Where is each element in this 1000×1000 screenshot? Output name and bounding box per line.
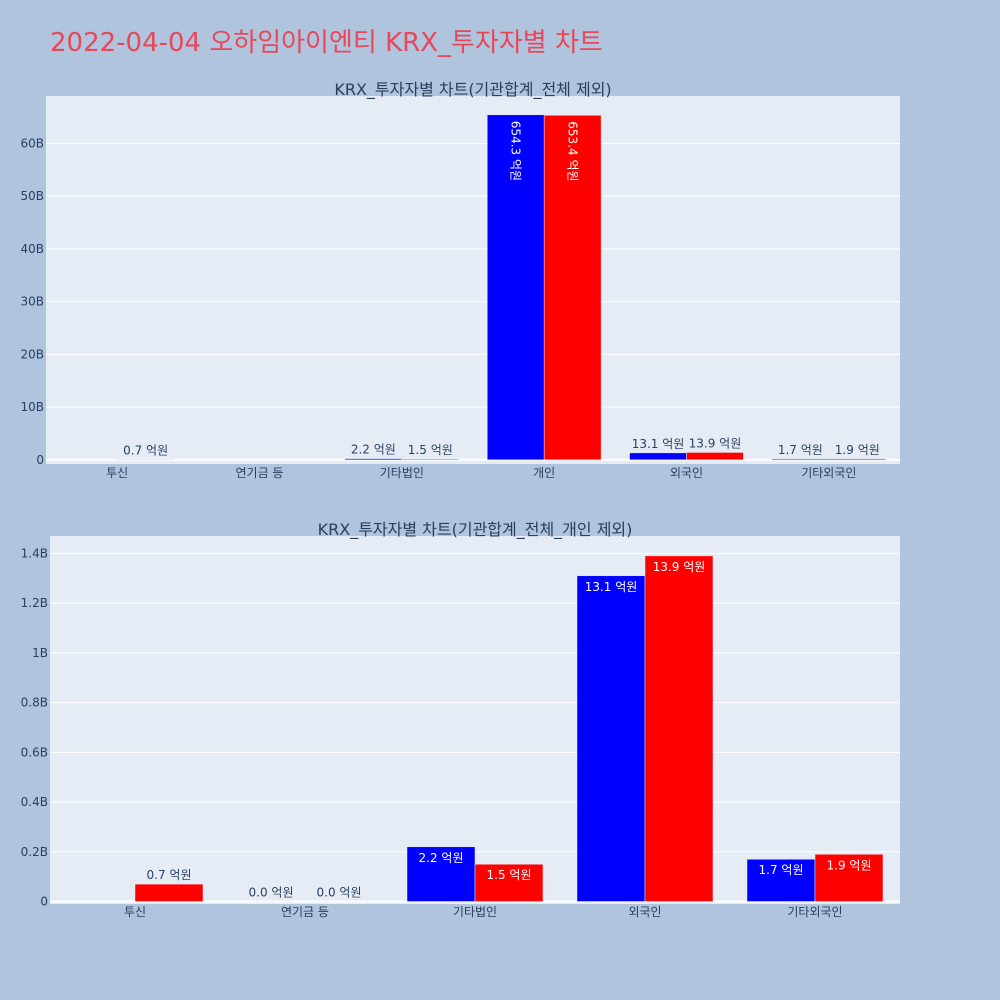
top-y-tick-label: 40B: [20, 242, 44, 256]
bottom-x-tick-label: 연기금 등: [281, 905, 329, 919]
top-data-label: 13.9 억원: [689, 436, 742, 450]
top-bar-blue: [344, 458, 403, 461]
top-data-label: 1.9 억원: [835, 443, 880, 457]
top-bar-red: [828, 458, 887, 461]
top-x-tick-label: 연기금 등: [236, 466, 284, 480]
bottom-data-label: 0.0 억원: [317, 886, 362, 900]
bottom-bar-red: [814, 854, 884, 902]
bottom-y-tick-label: 0.8B: [21, 696, 48, 710]
top-data-label: 1.7 억원: [778, 443, 823, 457]
top-y-tick-label: 30B: [20, 295, 44, 309]
top-y-tick-label: 10B: [20, 400, 44, 414]
bottom-data-label: 2.2 억원: [419, 851, 464, 865]
top-chart-title: KRX_투자자별 차트(기관합계_전체 제외): [334, 80, 611, 100]
bottom-y-tick-label: 0: [40, 895, 48, 909]
bottom-bar-blue: [576, 575, 646, 902]
bottom-x-tick-label: 투신: [124, 905, 146, 919]
top-y-tick-label: 20B: [20, 347, 44, 361]
top-data-label: 13.1 억원: [632, 437, 685, 451]
bottom-y-tick-label: 0.2B: [21, 845, 48, 859]
top-x-tick-label: 기타외국인: [801, 466, 856, 480]
bottom-x-tick-label: 기타법인: [453, 905, 497, 919]
top-data-label: 653.4 억원: [566, 121, 580, 181]
chart-top: KRX_투자자별 차트(기관합계_전체 제외) 0 10B 20B 30B 40B 50B 6…: [20, 80, 900, 480]
bottom-y-tick-label: 1B: [32, 646, 48, 660]
top-x-tick-label: 투신: [106, 466, 128, 480]
bottom-bar-blue: [406, 846, 476, 902]
top-bar-red: [686, 452, 744, 461]
bottom-x-tick-label: 외국인: [628, 905, 661, 919]
bottom-data-label: 1.5 억원: [487, 868, 532, 882]
bottom-data-label: 13.9 억원: [653, 560, 706, 574]
top-x-tick-label: 외국인: [670, 466, 703, 480]
top-bar-blue: [629, 452, 687, 461]
bottom-y-tick-label: 1.4B: [21, 546, 48, 560]
top-bar-red: [401, 458, 460, 461]
bottom-x-tick-label: 기타외국인: [787, 905, 842, 919]
bottom-bar-red: [474, 863, 544, 902]
bottom-y-tick-label: 0.6B: [21, 745, 48, 759]
top-y-tick-label: 0: [36, 453, 44, 467]
bottom-data-label: 1.9 억원: [827, 858, 872, 872]
bottom-chart-title: KRX_투자자별 차트(기관합계_전체_개인 제외): [318, 520, 633, 540]
top-y-tick-label: 60B: [20, 136, 44, 150]
bottom-bar-blue: [746, 858, 816, 902]
top-data-label: 654.3 억원: [509, 121, 523, 181]
bottom-data-label: 1.7 억원: [759, 863, 804, 877]
top-data-label: 1.5 억원: [408, 443, 453, 457]
top-y-tick-label: 50B: [20, 189, 44, 203]
bottom-data-label: 0.0 억원: [249, 886, 294, 900]
top-data-label: 0.7 억원: [123, 443, 168, 457]
top-bar-blue: [771, 458, 830, 461]
top-x-tick-label: 개인: [533, 466, 555, 480]
page-title: 2022-04-04 오하임아이엔티 KRX_투자자별 차트: [50, 28, 603, 58]
bottom-data-label: 13.1 억원: [585, 580, 638, 594]
bottom-bar-red: [644, 555, 714, 902]
top-bar-red: [543, 115, 602, 461]
chart-bottom: KRX_투자자별 차트(기관합계_전체_개인 제외) 0 0.2B 0.4B 0.6B 0…: [21, 520, 900, 919]
bottom-y-tick-label: 0.4B: [21, 795, 48, 809]
bottom-data-label: 0.7 억원: [147, 868, 192, 882]
top-x-tick-label: 기타법인: [380, 466, 424, 480]
top-data-label: 2.2 억원: [351, 443, 396, 457]
top-bar-blue: [486, 114, 545, 461]
bottom-plot-area: [50, 536, 900, 904]
bottom-bar-red: [134, 883, 204, 902]
top-plot-area: [46, 96, 900, 464]
bottom-y-tick-label: 1.2B: [21, 596, 48, 610]
